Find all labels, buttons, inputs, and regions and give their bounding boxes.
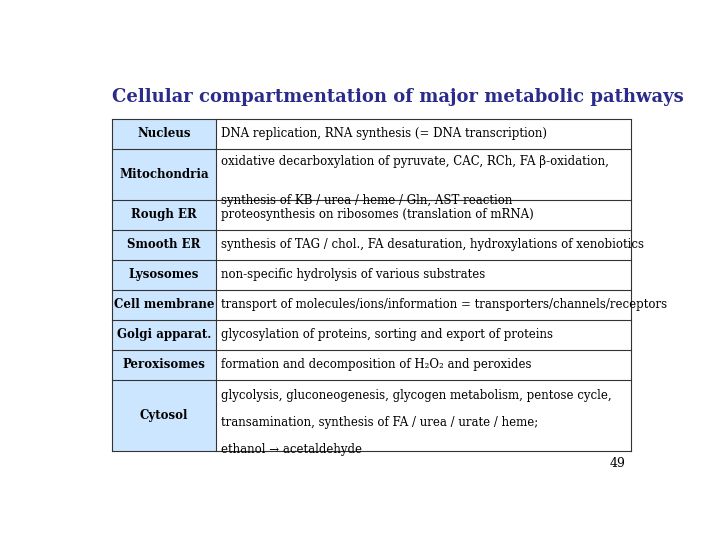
Bar	[215, 200, 631, 230]
Text: glycosylation of proteins, sorting and export of proteins: glycosylation of proteins, sorting and e…	[221, 328, 553, 341]
Text: ethanol → acetaldehyde: ethanol → acetaldehyde	[221, 443, 362, 456]
Text: Cellular compartmentation of major metabolic pathways: Cellular compartmentation of major metab…	[112, 87, 684, 106]
Text: oxidative decarboxylation of pyruvate, CAC, RCh, FA β-oxidation,: oxidative decarboxylation of pyruvate, C…	[221, 155, 609, 168]
Text: Golgi apparat.: Golgi apparat.	[117, 328, 211, 341]
Text: Peroxisomes: Peroxisomes	[122, 359, 205, 372]
Text: synthesis of TAG / chol., FA desaturation, hydroxylations of xenobiotics: synthesis of TAG / chol., FA desaturatio…	[221, 238, 644, 251]
Text: Mitochondria: Mitochondria	[119, 168, 209, 181]
Text: non-specific hydrolysis of various substrates: non-specific hydrolysis of various subst…	[221, 268, 485, 281]
Bar	[112, 149, 215, 200]
Text: synthesis of KB / urea / heme / Gln, AST reaction: synthesis of KB / urea / heme / Gln, AST…	[221, 193, 513, 207]
Bar	[112, 320, 215, 350]
Text: Rough ER: Rough ER	[131, 208, 197, 221]
Text: Nucleus: Nucleus	[138, 127, 191, 140]
Bar	[215, 320, 631, 350]
Text: formation and decomposition of H₂O₂ and peroxides: formation and decomposition of H₂O₂ and …	[221, 359, 531, 372]
Text: Cell membrane: Cell membrane	[114, 299, 214, 312]
Text: glycolysis, gluconeogenesis, glycogen metabolism, pentose cycle,: glycolysis, gluconeogenesis, glycogen me…	[221, 389, 612, 402]
Bar	[112, 119, 215, 149]
Bar	[112, 290, 215, 320]
Bar	[215, 350, 631, 380]
Text: Cytosol: Cytosol	[140, 409, 188, 422]
Text: proteosynthesis on ribosomes (translation of mRNA): proteosynthesis on ribosomes (translatio…	[221, 208, 534, 221]
Bar	[215, 230, 631, 260]
Text: transamination, synthesis of FA / urea / urate / heme;: transamination, synthesis of FA / urea /…	[221, 416, 539, 429]
Bar	[112, 350, 215, 380]
Bar	[215, 119, 631, 149]
Bar	[112, 230, 215, 260]
Bar	[215, 380, 631, 451]
Bar	[215, 260, 631, 290]
Text: Lysosomes: Lysosomes	[129, 268, 199, 281]
Bar	[112, 260, 215, 290]
Text: DNA replication, RNA synthesis (= DNA transcription): DNA replication, RNA synthesis (= DNA tr…	[221, 127, 547, 140]
Bar	[112, 380, 215, 451]
Bar	[215, 149, 631, 200]
Bar	[215, 290, 631, 320]
Text: Smooth ER: Smooth ER	[127, 238, 201, 251]
Text: transport of molecules/ions/information = transporters/channels/receptors: transport of molecules/ions/information …	[221, 299, 667, 312]
Bar	[112, 200, 215, 230]
Text: 49: 49	[610, 457, 626, 470]
